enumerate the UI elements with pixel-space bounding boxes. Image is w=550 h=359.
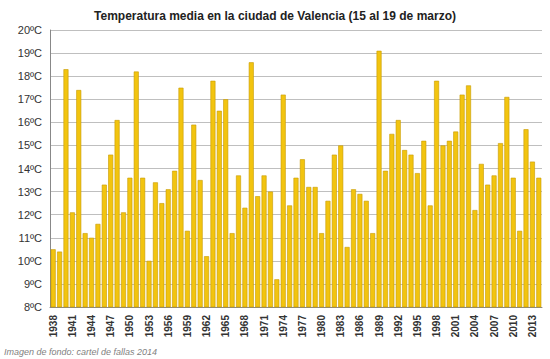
svg-text:1956: 1956 bbox=[163, 315, 174, 338]
svg-text:1983: 1983 bbox=[335, 315, 346, 338]
svg-text:1998: 1998 bbox=[431, 315, 442, 338]
svg-text:14ºC: 14ºC bbox=[18, 163, 42, 175]
svg-text:19ºC: 19ºC bbox=[18, 47, 42, 59]
svg-text:1962: 1962 bbox=[201, 315, 212, 338]
svg-text:1941: 1941 bbox=[67, 315, 78, 338]
svg-text:12ºC: 12ºC bbox=[18, 209, 42, 221]
svg-text:17ºC: 17ºC bbox=[18, 93, 42, 105]
svg-text:1947: 1947 bbox=[105, 315, 116, 338]
svg-text:13ºC: 13ºC bbox=[18, 186, 42, 198]
svg-text:1965: 1965 bbox=[220, 315, 231, 338]
svg-text:8ºC: 8ºC bbox=[24, 301, 42, 313]
svg-text:Imagen de fondo: cartel de fal: Imagen de fondo: cartel de fallas 2014 bbox=[4, 347, 157, 357]
svg-text:9ºC: 9ºC bbox=[24, 278, 42, 290]
svg-text:1953: 1953 bbox=[144, 315, 155, 338]
svg-text:1938: 1938 bbox=[48, 315, 59, 338]
svg-text:1986: 1986 bbox=[354, 315, 365, 338]
svg-text:2001: 2001 bbox=[450, 315, 461, 338]
svg-text:1971: 1971 bbox=[259, 315, 270, 338]
svg-text:2013: 2013 bbox=[527, 315, 538, 338]
svg-text:2007: 2007 bbox=[489, 315, 500, 338]
svg-text:1980: 1980 bbox=[316, 315, 327, 338]
svg-text:1959: 1959 bbox=[182, 315, 193, 338]
svg-text:16ºC: 16ºC bbox=[18, 116, 42, 128]
svg-text:1974: 1974 bbox=[278, 315, 289, 338]
svg-text:2010: 2010 bbox=[508, 315, 519, 338]
svg-text:1989: 1989 bbox=[374, 315, 385, 338]
svg-text:10ºC: 10ºC bbox=[18, 255, 42, 267]
svg-text:15ºC: 15ºC bbox=[18, 139, 42, 151]
svg-text:1995: 1995 bbox=[412, 315, 423, 338]
svg-text:18ºC: 18ºC bbox=[18, 70, 42, 82]
svg-text:Temperatura media en la ciudad: Temperatura media en la ciudad de Valenc… bbox=[94, 9, 456, 23]
svg-text:11ºC: 11ºC bbox=[19, 232, 42, 244]
svg-text:1950: 1950 bbox=[124, 315, 135, 338]
svg-text:1968: 1968 bbox=[239, 315, 250, 338]
svg-text:1944: 1944 bbox=[86, 315, 97, 338]
svg-text:2004: 2004 bbox=[469, 315, 480, 338]
svg-text:1992: 1992 bbox=[393, 315, 404, 338]
svg-text:20ºC: 20ºC bbox=[18, 24, 42, 36]
svg-text:1977: 1977 bbox=[297, 315, 308, 338]
